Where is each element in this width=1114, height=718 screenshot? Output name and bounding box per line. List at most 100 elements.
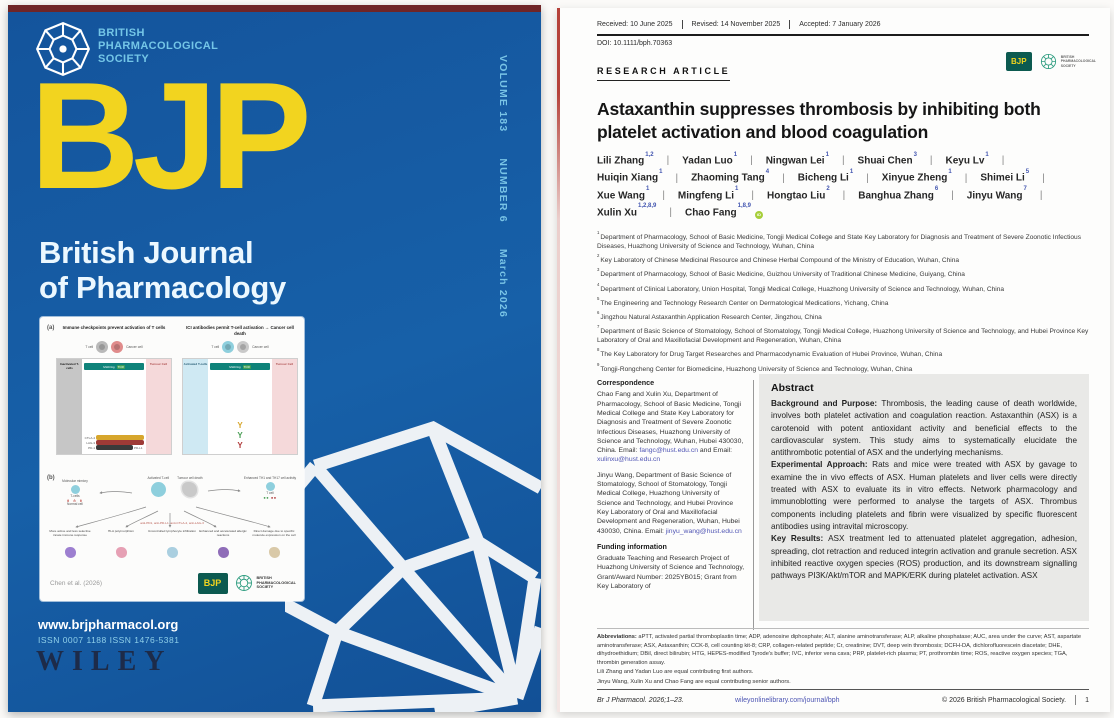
outcome-icon (217, 547, 229, 558)
author-name: Yadan Luo1 (682, 151, 738, 167)
header-rule (597, 34, 1089, 36)
author-superscript: 5 (1025, 168, 1030, 175)
cancer-cell-icon (111, 340, 124, 353)
receptor-list: CTLA-4 LAG-3 PD-1 PD-L1 (84, 435, 144, 450)
author-name: Xulin Xu1,2,8,9 (597, 203, 657, 219)
t-cell-icon (96, 340, 109, 353)
cancer-cell-icon (237, 340, 250, 353)
bps-mini-logo: BRITISH PHARMACOLOGICAL SOCIETY (234, 573, 296, 593)
funding-text: Graduate Teaching and Research Project o… (597, 555, 745, 591)
bjp-logo: BJP (30, 51, 312, 221)
correspondence-block: Jinyu Wang, Department of Basic Science … (597, 471, 742, 535)
dateline-divider (789, 20, 791, 29)
author-superscript: 6 (934, 186, 939, 193)
dead-tumour-cell-icon (182, 481, 198, 497)
panel-a-right: ICI antibodies permit T-cell activation … (182, 325, 298, 455)
bps-logo: BRITISH PHARMACOLOGICAL SOCIETY (1039, 52, 1096, 71)
author-superscript: 4 (765, 168, 770, 175)
author-name: Lili Zhang1,2 (597, 151, 654, 167)
journal-link[interactable]: wileyonlinelibrary.com/journal/bph (735, 696, 840, 704)
figure-panel-a: (a) Immune checkpoints prevent activatio… (40, 323, 304, 475)
author-superscript: 1,2,8,9 (638, 203, 657, 210)
email-link[interactable]: fangc@hust.edu.cn (639, 447, 698, 455)
abstract-body: Background and Purpose: Thrombosis, the … (771, 398, 1077, 582)
bps-mini-name: BRITISH PHARMACOLOGICAL SOCIETY (256, 576, 296, 590)
cover-top-edge (8, 5, 541, 12)
author-name: Chao Fang1,8,9iD (684, 203, 763, 219)
footer-rule (597, 689, 1089, 690)
author-superscript: 1 (849, 168, 854, 175)
header-logos: BJP BRITISH PHARMACOLOGICAL SOCIETY (1005, 52, 1096, 71)
author-name: Keyu Lv1 (945, 151, 989, 167)
author-divider: | (662, 189, 665, 201)
funding-heading: Funding information (597, 541, 667, 551)
affiliation-superscript: 7 (597, 324, 600, 330)
abstract-box: Abstract Background and Purpose: Thrombo… (759, 374, 1089, 621)
author-superscript: 3 (913, 151, 917, 158)
mhc-tcr-bar: MHC/Ag TCR (210, 363, 270, 370)
funding-section: Funding information Graduate Teaching an… (597, 542, 745, 592)
bjp-badge: BJP (1005, 52, 1032, 71)
bps-society-icon (35, 21, 91, 77)
author-name: Zhaoming Tang4 (691, 168, 770, 184)
panel-a-label: (a) (47, 325, 55, 331)
inactivated-column: Inactivated T-cells (57, 359, 82, 454)
affiliation-item: 2Key Laboratory of Chinese Medicinal Res… (597, 252, 960, 265)
figure-panel-b: (b) Molecular mimicry T-cells ⋔ ⋔ ⋔ (46, 475, 298, 575)
outcome-item: Uncontrolled lymphocyte infiltration (148, 529, 196, 558)
outcome-icon (64, 547, 76, 558)
author-divider: | (675, 172, 679, 184)
journal-reference: Br J Pharmacol. 2026;1–23. (597, 696, 684, 704)
tumour-column: Tumour Cell (272, 359, 297, 454)
author-name: Hongtao Liu2 (766, 186, 830, 201)
outcome-item: HLA polymorphism (97, 529, 145, 558)
doi-text: DOI: 10.1111/bph.70363 (597, 40, 673, 47)
checkpoint-diagram: Inactivated T-cells MHC/Ag TCR CTLA-4 LAG… (56, 358, 172, 455)
article-page: Received: 10 June 2025 Revised: 14 Novemb… (557, 8, 1110, 712)
outcome-item: Enhanced and accelerated allergic reacti… (199, 529, 247, 558)
activated-t-cell: Activated T-cell (148, 476, 169, 498)
dateline-item: Received: 10 June 2025 (597, 21, 673, 28)
affiliation-item: 5The Engineering and Technology Research… (597, 295, 889, 308)
affiliation-list: 1Department of Pharmacology, School of B… (597, 230, 1095, 378)
footer-divider (1075, 695, 1077, 705)
correspondence-heading: Correspondence (597, 378, 655, 387)
author-superscript: 1 (645, 186, 650, 193)
author-name: Huiqin Xiang1 (597, 168, 663, 184)
contributor-notes: Lili Zhang and Yadan Luo are equal contr… (597, 669, 1089, 689)
affiliation-superscript: 8 (597, 347, 600, 353)
cover-figure-panel: (a) Immune checkpoints prevent activatio… (40, 317, 304, 601)
orcid-icon: iD (755, 210, 763, 219)
author-superscript: 1 (659, 168, 663, 175)
tumour-column: Tumour Cell (146, 359, 171, 454)
outcome-item: Direct damage due to specific molecule e… (250, 529, 298, 558)
t-cell-icon (265, 481, 275, 491)
email-link[interactable]: xulinxu@hust.edu.cn (597, 456, 661, 464)
bjp-badge: BJP (197, 572, 228, 594)
geometric-web-pattern (285, 420, 541, 712)
author-superscript: 2 (826, 186, 830, 193)
journal-website: www.brjpharmacol.org (38, 617, 179, 632)
bps-flower-icon (1040, 53, 1056, 70)
author-name: Bicheng Li1 (797, 168, 854, 184)
author-divider: | (666, 155, 670, 167)
author-divider: | (751, 189, 754, 201)
antibody-names: anti-PD1, anti-PD-L1, anti-CTLA-4, anti-… (140, 521, 204, 525)
dateline-item: Revised: 14 November 2025 (691, 21, 781, 28)
affiliation-item: 3Department of Pharmacology, School of B… (597, 267, 965, 279)
panel-b-label: (b) (47, 475, 55, 481)
activated-column: Activated T-cells (183, 359, 208, 454)
author-name: Shimei Li5 (980, 168, 1030, 184)
abbreviations-text: aPTT, activated partial thromboplastin t… (597, 634, 1082, 666)
author-divider: | (866, 172, 869, 184)
email-link[interactable]: jinyu_wang@hust.edu.cn (665, 527, 742, 535)
author-divider: | (750, 155, 753, 167)
abstract-paragraph: Experimental Approach: Rats and mice wer… (771, 460, 1077, 531)
cytokine-dots: ●● ●● (263, 494, 277, 500)
wiley-logo: WILEY (36, 646, 173, 677)
affiliation-superscript: 9 (597, 361, 600, 367)
affiliation-item: 4Department of Clinical Laboratory, Unio… (597, 281, 1005, 293)
page-footer: Br J Pharmacol. 2026;1–23. wileyonlineli… (597, 695, 1089, 705)
